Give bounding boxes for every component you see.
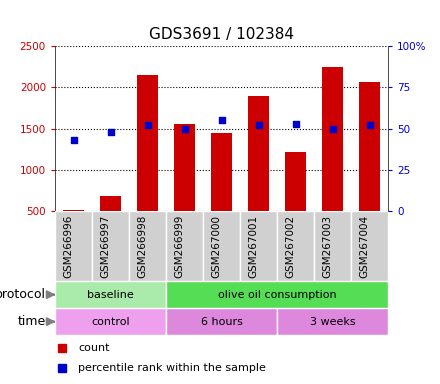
Text: olive oil consumption: olive oil consumption bbox=[218, 290, 336, 300]
Text: control: control bbox=[91, 317, 130, 327]
Bar bbox=[137, 75, 158, 211]
Bar bbox=[92, 211, 129, 281]
Bar bbox=[129, 211, 166, 281]
Bar bbox=[248, 96, 269, 211]
Bar bbox=[174, 124, 194, 211]
Text: GSM266996: GSM266996 bbox=[63, 215, 73, 278]
Text: time: time bbox=[18, 315, 46, 328]
Point bbox=[329, 126, 336, 132]
Bar bbox=[166, 211, 203, 281]
Point bbox=[181, 126, 188, 132]
Text: GSM266998: GSM266998 bbox=[138, 215, 147, 278]
Bar bbox=[323, 67, 343, 211]
Bar bbox=[240, 211, 277, 281]
Text: GSM266997: GSM266997 bbox=[100, 215, 110, 278]
Bar bbox=[203, 211, 240, 281]
Bar bbox=[55, 308, 166, 335]
Text: GSM267003: GSM267003 bbox=[323, 215, 333, 278]
Bar bbox=[314, 211, 351, 281]
Text: percentile rank within the sample: percentile rank within the sample bbox=[78, 362, 266, 372]
Bar bbox=[166, 281, 388, 308]
Bar bbox=[55, 211, 92, 281]
Point bbox=[255, 122, 262, 128]
Point bbox=[107, 129, 114, 135]
Text: GSM266999: GSM266999 bbox=[175, 215, 184, 278]
Text: baseline: baseline bbox=[87, 290, 134, 300]
Point bbox=[366, 122, 373, 128]
Bar bbox=[359, 83, 380, 211]
Bar bbox=[277, 211, 314, 281]
Bar bbox=[63, 210, 84, 211]
Bar bbox=[277, 308, 388, 335]
Bar bbox=[351, 211, 388, 281]
Text: 3 weeks: 3 weeks bbox=[310, 317, 356, 327]
Point bbox=[70, 137, 77, 143]
Text: GSM267000: GSM267000 bbox=[212, 215, 221, 278]
Point bbox=[218, 118, 225, 124]
Title: GDS3691 / 102384: GDS3691 / 102384 bbox=[149, 27, 294, 42]
Bar bbox=[166, 308, 277, 335]
Text: protocol: protocol bbox=[0, 288, 46, 301]
Bar bbox=[285, 152, 306, 211]
Point bbox=[292, 121, 299, 127]
Text: GSM267002: GSM267002 bbox=[286, 215, 296, 278]
Bar bbox=[211, 133, 232, 211]
Bar bbox=[55, 281, 166, 308]
Text: 6 hours: 6 hours bbox=[201, 317, 242, 327]
Text: count: count bbox=[78, 343, 110, 353]
Text: GSM267001: GSM267001 bbox=[249, 215, 259, 278]
Text: GSM267004: GSM267004 bbox=[359, 215, 370, 278]
Bar bbox=[100, 196, 121, 211]
Point bbox=[144, 122, 151, 128]
